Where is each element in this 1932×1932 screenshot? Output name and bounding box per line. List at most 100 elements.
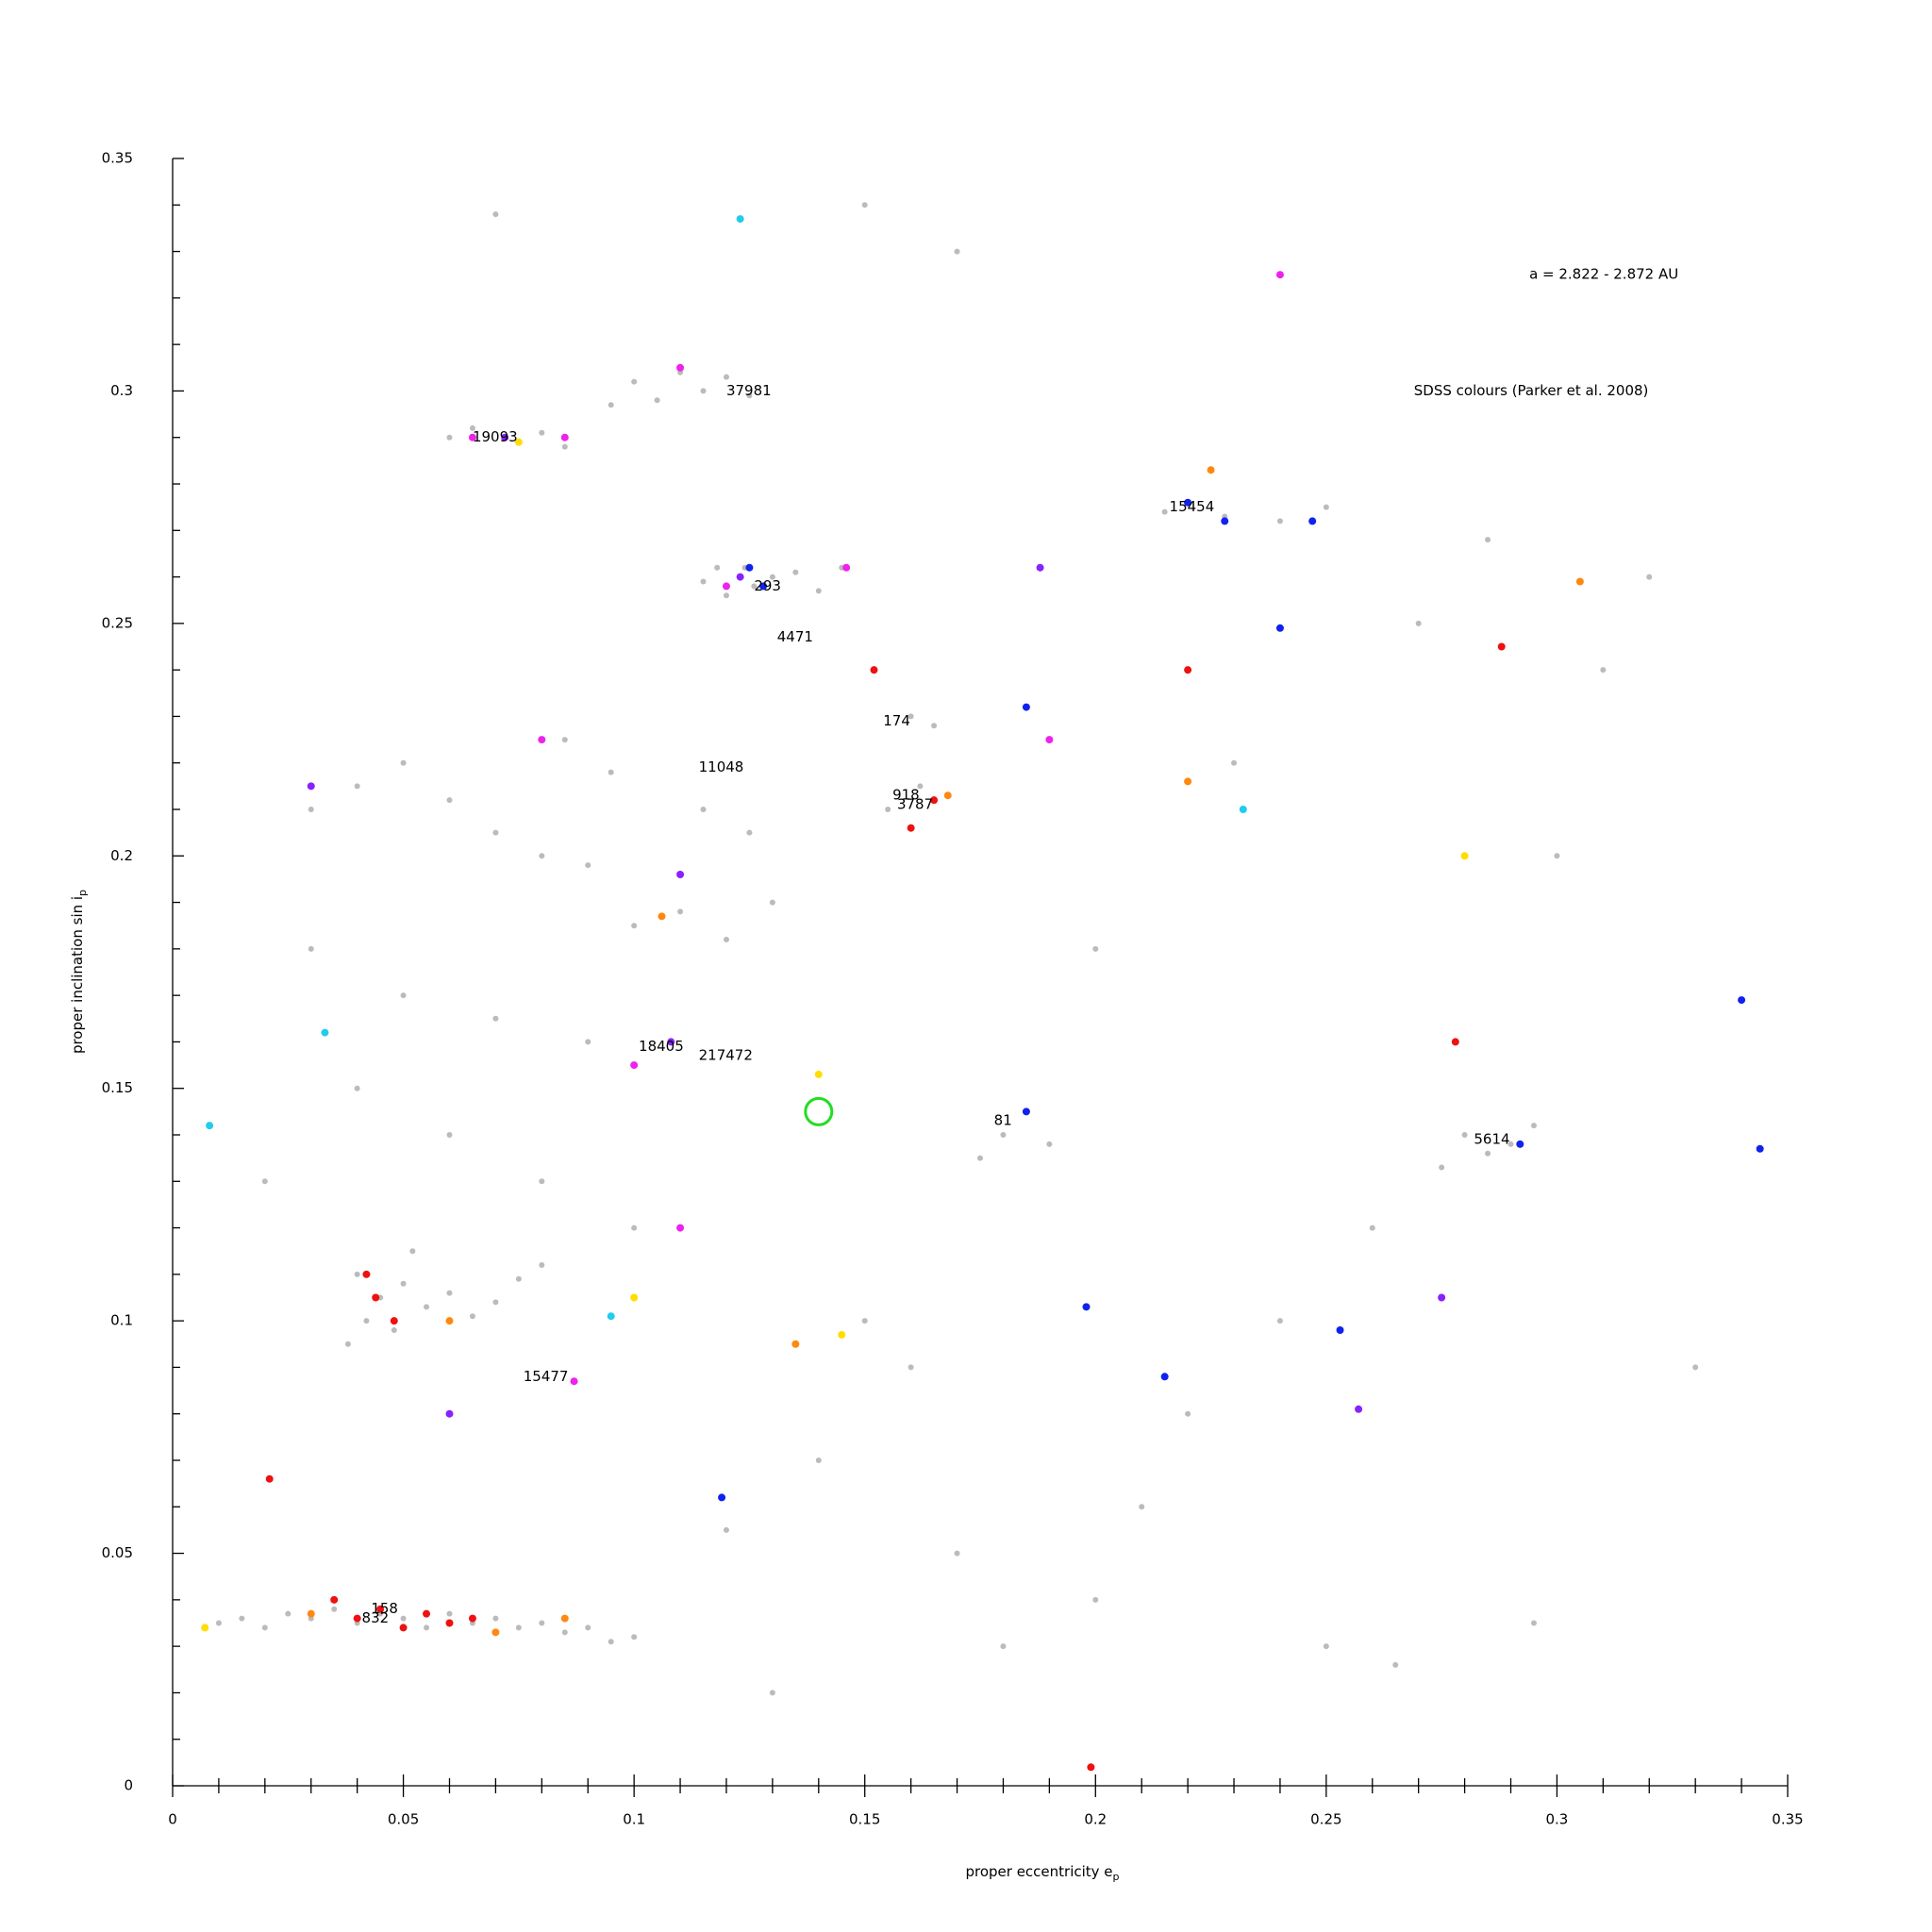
- point: [308, 945, 314, 952]
- point: [630, 1293, 639, 1302]
- point: [400, 1615, 407, 1622]
- point: [714, 564, 721, 571]
- point: [446, 797, 453, 804]
- point: [631, 923, 638, 929]
- point: [769, 574, 775, 580]
- point: [667, 1038, 675, 1046]
- point: [908, 1364, 914, 1371]
- point: [1439, 1164, 1445, 1171]
- point: [1323, 1643, 1329, 1650]
- point: [468, 433, 476, 441]
- point: [1530, 1620, 1537, 1626]
- family-label: 918: [892, 787, 920, 804]
- point: [1554, 853, 1560, 859]
- highlight-circle: [804, 1096, 834, 1126]
- point: [1646, 574, 1653, 580]
- point: [723, 592, 729, 599]
- point: [354, 783, 360, 790]
- family-label: 217472: [699, 1047, 753, 1064]
- point: [700, 807, 707, 812]
- point: [239, 1615, 245, 1622]
- point: [446, 1610, 453, 1617]
- point: [1392, 1661, 1399, 1668]
- point: [538, 736, 546, 744]
- point: [539, 1262, 545, 1268]
- x-tick-label: 0.05: [388, 1811, 419, 1828]
- point: [570, 1377, 578, 1386]
- annotation: a = 2.822 - 2.872 AU: [1529, 266, 1678, 283]
- point: [751, 583, 758, 590]
- point: [1497, 642, 1506, 651]
- point: [1275, 624, 1284, 632]
- point: [344, 1341, 351, 1347]
- point: [842, 563, 851, 572]
- point: [1485, 1150, 1491, 1157]
- point: [1336, 1326, 1344, 1334]
- point: [631, 378, 638, 385]
- point: [1231, 759, 1238, 766]
- point: [539, 1620, 545, 1626]
- point: [445, 1317, 454, 1325]
- point: [1415, 620, 1422, 626]
- family-label: 15454: [1170, 498, 1215, 515]
- point: [607, 1312, 615, 1321]
- point: [917, 783, 924, 790]
- point: [1087, 1763, 1095, 1772]
- point: [838, 1330, 846, 1339]
- point: [769, 899, 775, 906]
- y-tick-label: 0.1: [110, 1312, 133, 1329]
- family-label: 15477: [524, 1368, 569, 1385]
- point: [676, 1224, 685, 1232]
- point: [445, 1409, 454, 1418]
- family-label: 37981: [726, 382, 772, 399]
- x-tick-label: 0.2: [1084, 1811, 1107, 1828]
- point: [1530, 1123, 1537, 1129]
- point: [539, 429, 545, 436]
- point: [492, 1015, 499, 1022]
- point: [492, 829, 499, 836]
- point: [492, 1299, 499, 1306]
- x-tick-label: 0.25: [1310, 1811, 1341, 1828]
- point: [446, 1132, 453, 1138]
- point: [722, 582, 730, 591]
- point: [261, 1624, 268, 1631]
- point: [1451, 1038, 1459, 1046]
- x-tick-label: 0: [168, 1811, 177, 1828]
- family-label: 4471: [777, 628, 813, 645]
- x-tick-label: 0.15: [849, 1811, 880, 1828]
- point: [700, 578, 707, 585]
- point: [1022, 1108, 1030, 1116]
- point: [1276, 518, 1283, 525]
- point: [585, 1624, 591, 1631]
- point: [1045, 736, 1054, 744]
- point: [954, 248, 960, 255]
- point: [1692, 1364, 1699, 1371]
- point: [723, 937, 729, 942]
- point: [409, 1248, 416, 1255]
- point: [700, 388, 707, 394]
- point: [907, 824, 915, 832]
- point: [400, 1280, 407, 1287]
- point: [307, 782, 315, 791]
- point: [423, 1609, 431, 1618]
- point: [736, 573, 744, 581]
- x-tick-label: 0.3: [1545, 1811, 1568, 1828]
- point: [1184, 498, 1192, 507]
- point: [1323, 504, 1329, 510]
- point: [746, 392, 753, 399]
- point: [885, 807, 891, 812]
- point: [1756, 1144, 1764, 1153]
- point: [658, 912, 666, 921]
- x-tick-label: 0.35: [1772, 1811, 1803, 1828]
- point: [354, 1085, 360, 1091]
- y-tick-label: 0: [124, 1777, 133, 1794]
- point: [608, 402, 614, 408]
- point: [1221, 517, 1229, 525]
- point: [1355, 1405, 1363, 1413]
- point: [492, 1615, 499, 1622]
- point: [1485, 537, 1491, 543]
- point: [736, 215, 744, 224]
- y-tick-label: 0.05: [102, 1544, 133, 1561]
- point: [815, 588, 822, 594]
- point: [399, 1624, 408, 1632]
